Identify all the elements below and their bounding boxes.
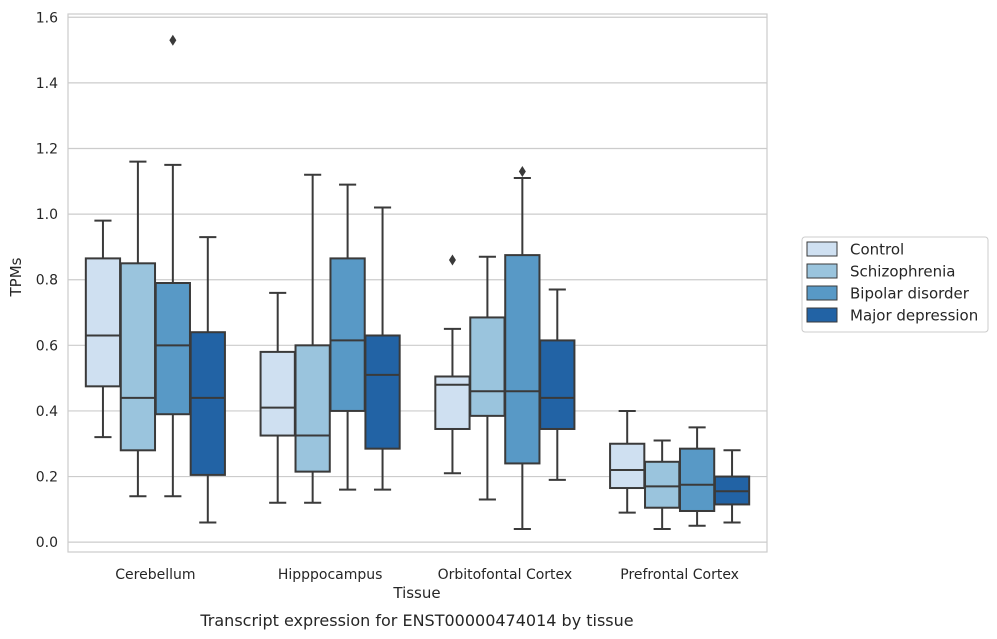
- box-3-2: [469, 255, 506, 501]
- legend-label: Schizophrenia: [850, 263, 955, 281]
- y-tick-label: 1.4: [36, 76, 58, 92]
- box-3-4: [539, 288, 576, 481]
- y-tick-label: 0.4: [36, 404, 58, 420]
- box-2-4: [364, 206, 401, 491]
- legend-item: Schizophrenia: [806, 263, 955, 281]
- box-1-1: [84, 219, 122, 439]
- box-1-3: [154, 34, 191, 498]
- box-2-1: [259, 291, 296, 504]
- box-layer: [84, 34, 751, 531]
- y-tick-labels: 0.0 0.2 0.4 0.6 0.8 1.0 1.2 1.4 1.6: [36, 10, 58, 551]
- box-iqr: [259, 350, 296, 437]
- box-iqr: [294, 344, 331, 473]
- box-3-1: [434, 254, 471, 475]
- box-iqr: [609, 442, 646, 490]
- box-4-1: [609, 409, 646, 514]
- legend-frame: [801, 236, 989, 333]
- box-iqr: [189, 331, 226, 476]
- box-3-3: [504, 165, 541, 531]
- plot-frame: [67, 13, 768, 553]
- box-4-3: [678, 426, 716, 527]
- outlier-point: [169, 34, 177, 46]
- box-4-2: [644, 439, 681, 531]
- legend-label: Major depression: [850, 307, 978, 325]
- box-iqr: [504, 254, 541, 465]
- legend-item: Bipolar disorder: [806, 285, 970, 303]
- x-axis-label: Tissue: [392, 584, 440, 602]
- y-tick-label: 0.6: [36, 338, 58, 354]
- outlier-point: [448, 254, 456, 266]
- legend-item: Control: [806, 241, 904, 259]
- legend: Control Schizophrenia Bipolar disorder Majo…: [801, 236, 989, 333]
- box-2-2: [294, 173, 331, 504]
- x-tick-label: Orbitofontal Cortex: [438, 567, 573, 583]
- legend-item: Major depression: [806, 307, 978, 325]
- y-tick-label: 1.2: [36, 142, 58, 158]
- legend-swatch: [806, 285, 838, 301]
- legend-swatch: [806, 307, 838, 323]
- y-tick-label: 0.0: [36, 535, 58, 551]
- box-iqr: [154, 282, 191, 416]
- x-tick-label: Hipppocampus: [278, 567, 383, 583]
- box-iqr: [364, 334, 401, 450]
- y-tick-label: 0.8: [36, 273, 58, 289]
- outlier-point: [518, 165, 526, 177]
- box-iqr: [329, 257, 366, 412]
- box-4-4: [713, 449, 751, 524]
- box-iqr: [119, 262, 157, 452]
- x-tick-label: Prefrontal Cortex: [620, 567, 739, 583]
- x-tick-labels: Cerebellum Hipppocampus Orbitofontal Corte…: [115, 567, 739, 583]
- y-tick-label: 1.0: [36, 207, 58, 223]
- box-iqr: [469, 316, 506, 417]
- box-iqr: [84, 257, 122, 388]
- box-iqr: [678, 447, 716, 512]
- box-2-3: [329, 183, 366, 491]
- y-tick-label: 0.2: [36, 470, 58, 486]
- box-1-4: [189, 236, 226, 524]
- legend-swatch: [806, 241, 838, 257]
- legend-label: Control: [850, 241, 904, 259]
- y-tick-label: 1.6: [36, 10, 58, 26]
- legend-swatch: [806, 263, 838, 279]
- box-iqr: [539, 339, 576, 430]
- box-iqr: [644, 460, 681, 509]
- chart-caption: Transcript expression for ENST0000047401…: [199, 611, 633, 630]
- x-tick-label: Cerebellum: [115, 567, 195, 583]
- y-axis-label: TPMs: [7, 257, 25, 297]
- legend-label: Bipolar disorder: [850, 285, 970, 303]
